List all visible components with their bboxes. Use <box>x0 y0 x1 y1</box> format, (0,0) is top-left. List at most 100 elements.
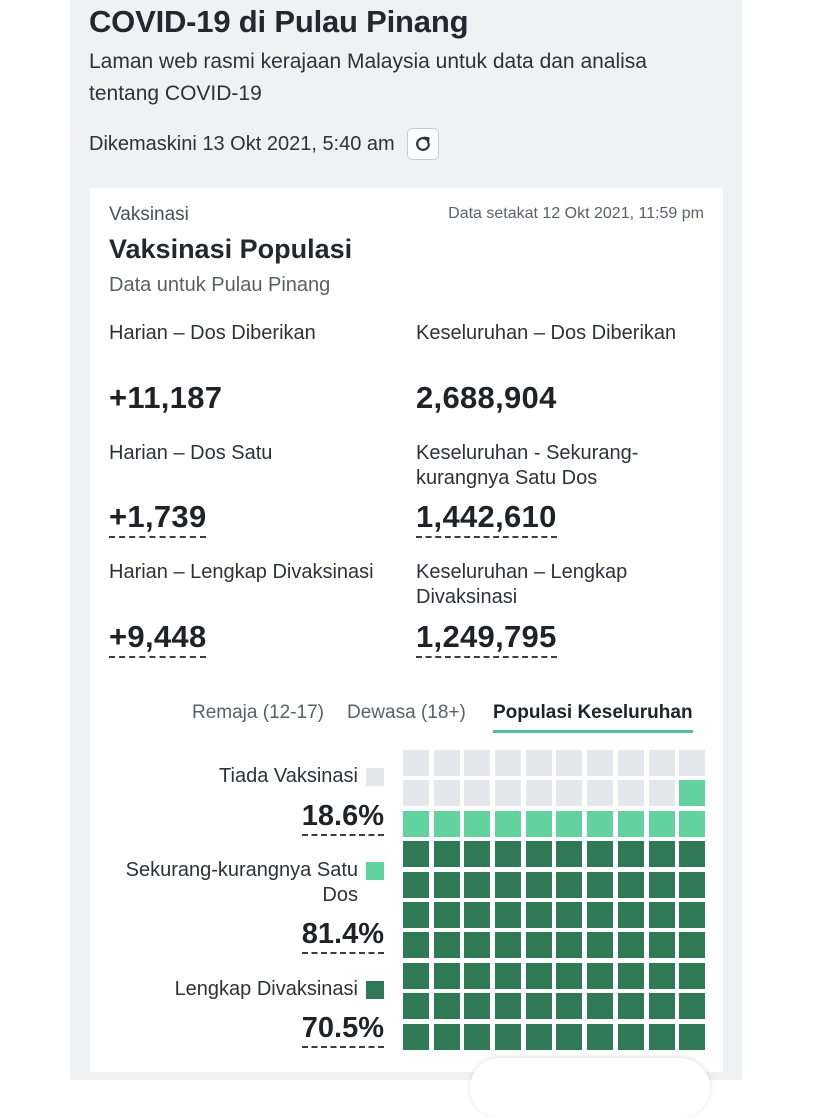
stat-value-daily-doses: +11,187 <box>109 380 223 415</box>
tab-populasi-keseluruhan[interactable]: Populasi Keseluruhan <box>493 702 693 733</box>
waffle-cell-none <box>617 780 644 807</box>
waffle-cell-none <box>403 750 429 776</box>
card-title: Vaksinasi Populasi <box>109 234 353 264</box>
stat-value-total-fully-vaccinated[interactable]: 1,249,795 <box>416 619 557 658</box>
waffle-cell-full <box>679 932 706 959</box>
legend-item-partial: Sekurang-kurangnya Satu Dos <box>124 858 384 908</box>
waffle-cell-full <box>587 962 614 989</box>
waffle-cell-full <box>433 841 460 868</box>
waffle-cell-full <box>495 962 522 989</box>
refresh-icon <box>415 136 430 151</box>
legend-swatch-none <box>366 768 384 786</box>
waffle-cell-partial <box>464 810 491 837</box>
waffle-cell-full <box>556 871 583 898</box>
waffle-cell-full <box>403 901 429 928</box>
waffle-cell-full <box>464 871 491 898</box>
waffle-cell-full <box>679 962 706 989</box>
waffle-cell-full <box>433 871 460 898</box>
waffle-cell-none <box>617 750 644 776</box>
waffle-cell-full <box>648 932 675 959</box>
waffle-cell-full <box>464 962 491 989</box>
waffle-cell-full <box>648 871 675 898</box>
waffle-cell-none <box>464 780 491 807</box>
waffle-cell-none <box>587 750 614 776</box>
waffle-cell-full <box>556 1023 583 1050</box>
waffle-cell-full <box>679 901 706 928</box>
waffle-cell-full <box>525 932 552 959</box>
waffle-cell-partial <box>679 780 706 807</box>
waffle-cell-partial <box>525 810 552 837</box>
waffle-cell-full <box>556 841 583 868</box>
waffle-cell-full <box>617 932 644 959</box>
waffle-cell-full <box>403 993 429 1020</box>
waffle-cell-full <box>679 871 706 898</box>
waffle-cell-full <box>525 901 552 928</box>
waffle-cell-full <box>587 1023 614 1050</box>
waffle-cell-none <box>525 750 552 776</box>
waffle-cell-full <box>464 841 491 868</box>
waffle-cell-none <box>433 750 460 776</box>
card-subtitle: Data untuk Pulau Pinang <box>109 274 331 296</box>
waffle-cell-full <box>617 871 644 898</box>
waffle-cell-full <box>433 1023 460 1050</box>
legend-pct-partial[interactable]: 81.4% <box>301 918 384 954</box>
waffle-cell-full <box>679 993 706 1020</box>
waffle-cell-full <box>617 962 644 989</box>
waffle-cell-full <box>403 932 429 959</box>
tab-dewasa[interactable]: Dewasa (18+) <box>347 702 466 723</box>
waffle-cell-full <box>587 901 614 928</box>
refresh-button[interactable] <box>406 128 439 160</box>
data-as-of: Data setakat 12 Okt 2021, 11:59 pm <box>448 205 704 222</box>
waffle-cell-full <box>433 962 460 989</box>
waffle-cell-none <box>464 750 491 776</box>
waffle-cell-full <box>525 871 552 898</box>
waffle-cell-none <box>495 750 522 776</box>
tab-remaja[interactable]: Remaja (12-17) <box>192 702 324 723</box>
waffle-cell-full <box>587 993 614 1020</box>
waffle-cell-full <box>495 841 522 868</box>
legend-pct-full[interactable]: 70.5% <box>301 1012 384 1048</box>
waffle-cell-full <box>587 871 614 898</box>
waffle-cell-full <box>648 962 675 989</box>
waffle-cell-full <box>617 1023 644 1050</box>
waffle-cell-full <box>433 932 460 959</box>
waffle-cell-partial <box>495 810 522 837</box>
waffle-cell-none <box>587 780 614 807</box>
waffle-cell-full <box>464 1023 491 1050</box>
stat-value-total-at-least-one[interactable]: 1,442,610 <box>416 499 557 538</box>
stat-value-daily-dose-one[interactable]: +1,739 <box>109 499 207 538</box>
waffle-cell-full <box>556 901 583 928</box>
legend-pct-none[interactable]: 18.6% <box>301 800 384 836</box>
stat-label-total-at-least-one: Keseluruhan - Sekurang-kurangnya Satu Do… <box>416 442 639 489</box>
waffle-cell-full <box>495 993 522 1020</box>
waffle-cell-none <box>556 780 583 807</box>
waffle-cell-full <box>587 932 614 959</box>
waffle-cell-full <box>403 871 429 898</box>
waffle-cell-partial <box>648 810 675 837</box>
waffle-cell-full <box>617 901 644 928</box>
stat-label-total-fully-vaccinated: Keseluruhan – Lengkap Divaksinasi <box>416 561 628 608</box>
waffle-cell-none <box>495 780 522 807</box>
legend-swatch-partial <box>366 862 384 880</box>
waffle-cell-full <box>495 932 522 959</box>
updated-row: Dikemaskini 13 Okt 2021, 5:40 am <box>89 128 439 160</box>
waffle-cell-full <box>556 932 583 959</box>
waffle-cell-full <box>495 1023 522 1050</box>
waffle-cell-full <box>556 993 583 1020</box>
waffle-cell-full <box>525 841 552 868</box>
waffle-cell-full <box>403 841 429 868</box>
floating-panel-edge <box>470 1058 710 1118</box>
stat-label-total-doses: Keseluruhan – Dos Diberikan <box>416 322 677 344</box>
legend-label-full: Lengkap Divaksinasi <box>174 978 358 1000</box>
waffle-cell-full <box>464 901 491 928</box>
waffle-cell-full <box>525 993 552 1020</box>
waffle-cell-none <box>648 780 675 807</box>
legend-item-full: Lengkap Divaksinasi <box>124 977 384 1002</box>
waffle-cell-full <box>495 871 522 898</box>
waffle-cell-full <box>433 993 460 1020</box>
waffle-cell-full <box>648 993 675 1020</box>
stat-label-daily-fully-vaccinated: Harian – Lengkap Divaksinasi <box>109 561 374 583</box>
waffle-cell-full <box>679 1023 706 1050</box>
stat-value-daily-fully-vaccinated[interactable]: +9,448 <box>109 619 207 658</box>
stat-value-total-doses: 2,688,904 <box>416 380 557 415</box>
